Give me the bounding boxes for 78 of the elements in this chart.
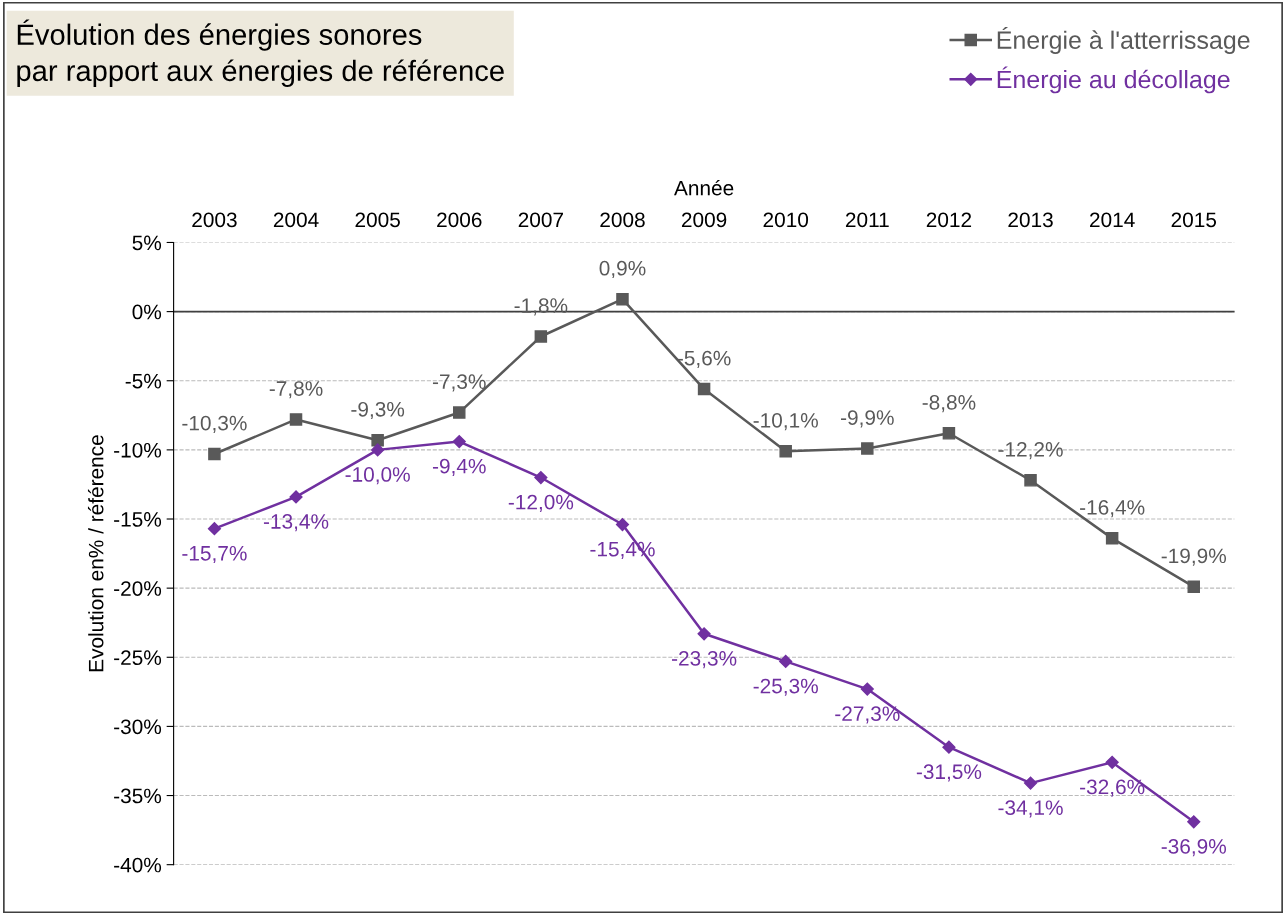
point — [779, 654, 793, 669]
y-tick-label: 0% — [132, 304, 162, 320]
data-label: -15,7% — [182, 545, 247, 564]
data-label: -5,6% — [677, 350, 731, 368]
point — [208, 447, 221, 461]
data-label: -9,9% — [841, 410, 894, 428]
data-label: -7,3% — [432, 374, 486, 392]
point — [207, 522, 222, 536]
x-tick-label: 2007 — [518, 212, 563, 228]
chart-title: Évolution des énergies sonores par rapport aux énergies de référence — [17, 19, 504, 87]
x-tick-label: 2014 — [1090, 212, 1135, 228]
point — [1105, 532, 1119, 545]
data-label: 0,9% — [599, 260, 646, 279]
data-label: -10,3% — [182, 415, 247, 433]
data-label: -9,3% — [351, 401, 405, 420]
data-label: -16,4% — [1080, 500, 1145, 518]
point — [289, 413, 303, 426]
data-label: -31,5% — [916, 764, 982, 782]
y-axis-title: Evolution en% / référence — [87, 435, 104, 672]
point — [697, 627, 711, 641]
y-tick-label: -30% — [114, 719, 162, 735]
y-tick-label: -35% — [114, 788, 162, 804]
data-label: -7,8% — [269, 381, 323, 399]
y-tick-label: -15% — [114, 512, 162, 527]
x-tick-label: 2010 — [763, 212, 809, 228]
point — [534, 330, 548, 343]
data-label: -12,0% — [508, 494, 574, 512]
data-label: -19,9% — [1161, 548, 1227, 566]
point — [861, 442, 874, 455]
point — [534, 470, 548, 485]
legend-label: Énergie au décollage — [997, 66, 1230, 94]
data-label: -8,8% — [922, 394, 976, 413]
data-label: -13,4% — [263, 514, 329, 532]
y-tick-label: 5% — [132, 235, 162, 251]
point — [779, 445, 792, 458]
point — [942, 427, 956, 440]
data-label: -23,3% — [672, 650, 737, 669]
data-label: -12,2% — [998, 441, 1063, 460]
x-tick-label: 2006 — [437, 212, 482, 228]
x-tick-label: 2012 — [926, 212, 972, 228]
data-label: -36,9% — [1161, 839, 1227, 857]
y-tick-label: -5% — [125, 373, 162, 389]
point — [371, 433, 384, 447]
point — [1105, 755, 1119, 769]
x-tick-label: 2009 — [681, 212, 727, 228]
data-label: -25,3% — [753, 678, 818, 696]
point — [1024, 474, 1037, 487]
point — [452, 406, 466, 419]
point — [452, 434, 466, 449]
y-tick-label: -40% — [114, 857, 162, 873]
point — [1023, 776, 1038, 790]
data-label: -32,6% — [1080, 779, 1145, 797]
data-label: -10,0% — [345, 467, 410, 485]
data-label: -10,1% — [753, 412, 818, 431]
x-axis-title: Année — [674, 179, 734, 196]
x-tick-label: 2003 — [192, 212, 237, 228]
point — [1187, 815, 1201, 829]
y-tick-label: -10% — [114, 442, 162, 458]
x-tick-label: 2011 — [845, 212, 889, 228]
data-label: -9,4% — [432, 458, 486, 477]
y-tick-label: -20% — [114, 581, 162, 596]
x-tick-label: 2015 — [1171, 212, 1217, 228]
x-tick-label: 2013 — [1008, 212, 1053, 228]
point — [289, 490, 303, 504]
data-label: -34,1% — [998, 800, 1063, 818]
x-tick-label: 2004 — [273, 212, 319, 228]
point — [697, 382, 711, 396]
point — [616, 292, 629, 306]
y-tick-label: -25% — [114, 650, 162, 666]
point — [1187, 580, 1201, 594]
x-tick-label: 2005 — [355, 212, 400, 228]
point — [615, 517, 630, 532]
point — [371, 443, 385, 457]
point — [942, 740, 956, 754]
x-tick-label: 2008 — [600, 212, 645, 228]
legend-label: Énergie à l'atterrissage — [997, 27, 1250, 54]
data-label: -27,3% — [835, 706, 900, 724]
point — [860, 682, 874, 696]
